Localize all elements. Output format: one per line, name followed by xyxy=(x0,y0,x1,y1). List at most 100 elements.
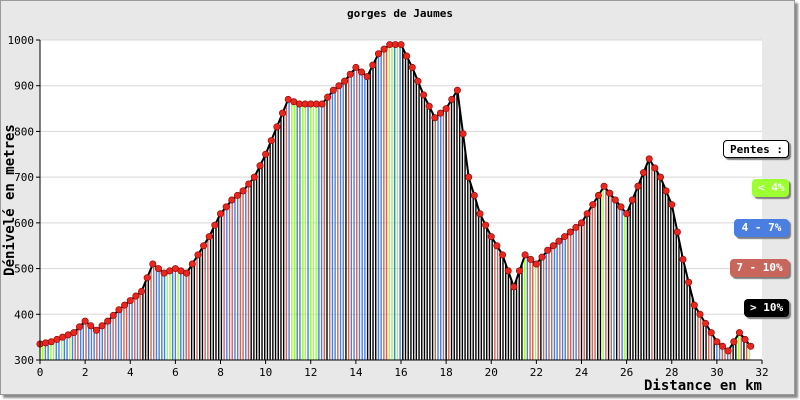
data-point xyxy=(126,297,134,305)
data-point xyxy=(566,228,574,236)
data-point xyxy=(527,255,535,263)
data-point xyxy=(487,233,495,241)
data-point xyxy=(544,246,552,254)
data-point xyxy=(92,326,100,334)
y-tick-label: 900 xyxy=(14,80,34,93)
data-point xyxy=(335,82,343,90)
y-tick-label: 1000 xyxy=(8,34,35,47)
data-point xyxy=(735,329,743,337)
x-tick-label: 8 xyxy=(217,366,224,379)
data-point xyxy=(628,196,636,204)
x-tick-labels: 0 2 4 6 8 10 12 14 16 18 20 22 24 26 28 30 32 xyxy=(37,360,769,379)
x-tick-label: 28 xyxy=(665,366,678,379)
data-point xyxy=(143,274,151,282)
legend-item-4-7: 4 - 7% xyxy=(734,219,789,237)
data-point xyxy=(358,68,366,76)
data-point xyxy=(589,201,597,209)
data-point xyxy=(329,86,337,94)
legend-item-over-10: > 10% xyxy=(744,299,789,317)
data-point xyxy=(104,317,112,325)
x-tick-label: 20 xyxy=(485,366,498,379)
data-point xyxy=(623,210,631,218)
data-point xyxy=(363,73,371,81)
data-point xyxy=(262,150,270,158)
data-point xyxy=(87,322,95,330)
data-point xyxy=(109,311,117,319)
x-tick-label: 24 xyxy=(575,366,589,379)
data-point xyxy=(577,219,585,227)
data-point xyxy=(730,338,738,346)
y-axis-label: Dénivelé en metres xyxy=(2,124,18,276)
data-point xyxy=(662,187,670,195)
data-point xyxy=(719,342,727,350)
x-tick-label: 32 xyxy=(755,366,768,379)
data-point xyxy=(138,287,146,295)
data-point xyxy=(702,319,710,327)
legend-item-under-4: < 4% xyxy=(752,179,789,197)
y-tick-label: 400 xyxy=(14,308,34,321)
data-point xyxy=(217,210,225,218)
data-point xyxy=(70,329,78,337)
data-point xyxy=(431,114,439,122)
data-point xyxy=(651,164,659,172)
data-point xyxy=(696,310,704,318)
x-tick-label: 18 xyxy=(440,366,453,379)
data-point xyxy=(741,335,749,343)
legend-item-7-10: 7 - 10% xyxy=(730,259,789,277)
data-point xyxy=(713,338,721,346)
data-point xyxy=(656,173,664,181)
data-point xyxy=(273,123,281,131)
data-point xyxy=(673,228,681,236)
data-point xyxy=(239,187,247,195)
legend-title: Pentes : xyxy=(723,140,789,158)
data-points xyxy=(36,41,755,355)
data-point xyxy=(685,278,693,286)
x-tick-label: 2 xyxy=(82,366,89,379)
data-point xyxy=(352,63,360,71)
chart-title: gorges de Jaumes xyxy=(347,7,453,20)
data-point xyxy=(724,347,732,355)
data-point xyxy=(250,173,258,181)
y-tick-label: 700 xyxy=(14,171,34,184)
data-point xyxy=(256,162,264,170)
x-tick-label: 10 xyxy=(259,366,272,379)
data-point xyxy=(121,301,129,309)
data-point xyxy=(617,203,625,211)
data-point xyxy=(459,130,467,138)
data-point xyxy=(549,242,557,250)
data-point xyxy=(504,267,512,275)
data-point xyxy=(600,182,608,190)
data-point xyxy=(436,109,444,117)
data-point xyxy=(149,260,157,268)
data-point xyxy=(747,342,755,350)
x-tick-label: 26 xyxy=(620,366,633,379)
data-point xyxy=(555,237,563,245)
data-point xyxy=(397,41,405,49)
data-point xyxy=(515,267,523,275)
data-point xyxy=(346,70,354,78)
data-point xyxy=(521,251,529,259)
x-tick-label: 14 xyxy=(349,366,363,379)
data-point xyxy=(572,223,580,231)
data-point xyxy=(369,61,377,69)
data-point xyxy=(634,182,642,190)
x-tick-label: 6 xyxy=(172,366,179,379)
data-point xyxy=(228,196,236,204)
data-point xyxy=(81,317,89,325)
data-point xyxy=(42,339,50,347)
data-point xyxy=(380,45,388,53)
data-point xyxy=(194,251,202,259)
data-point xyxy=(493,242,501,250)
y-tick-label: 300 xyxy=(14,354,34,367)
data-point xyxy=(222,203,230,211)
x-tick-label: 0 xyxy=(37,366,44,379)
data-point xyxy=(324,93,332,101)
data-point xyxy=(453,86,461,94)
data-point xyxy=(267,137,275,145)
data-point xyxy=(640,169,648,177)
data-point xyxy=(510,283,518,291)
data-point xyxy=(594,191,602,199)
x-tick-label: 22 xyxy=(530,366,543,379)
data-point xyxy=(205,233,213,241)
